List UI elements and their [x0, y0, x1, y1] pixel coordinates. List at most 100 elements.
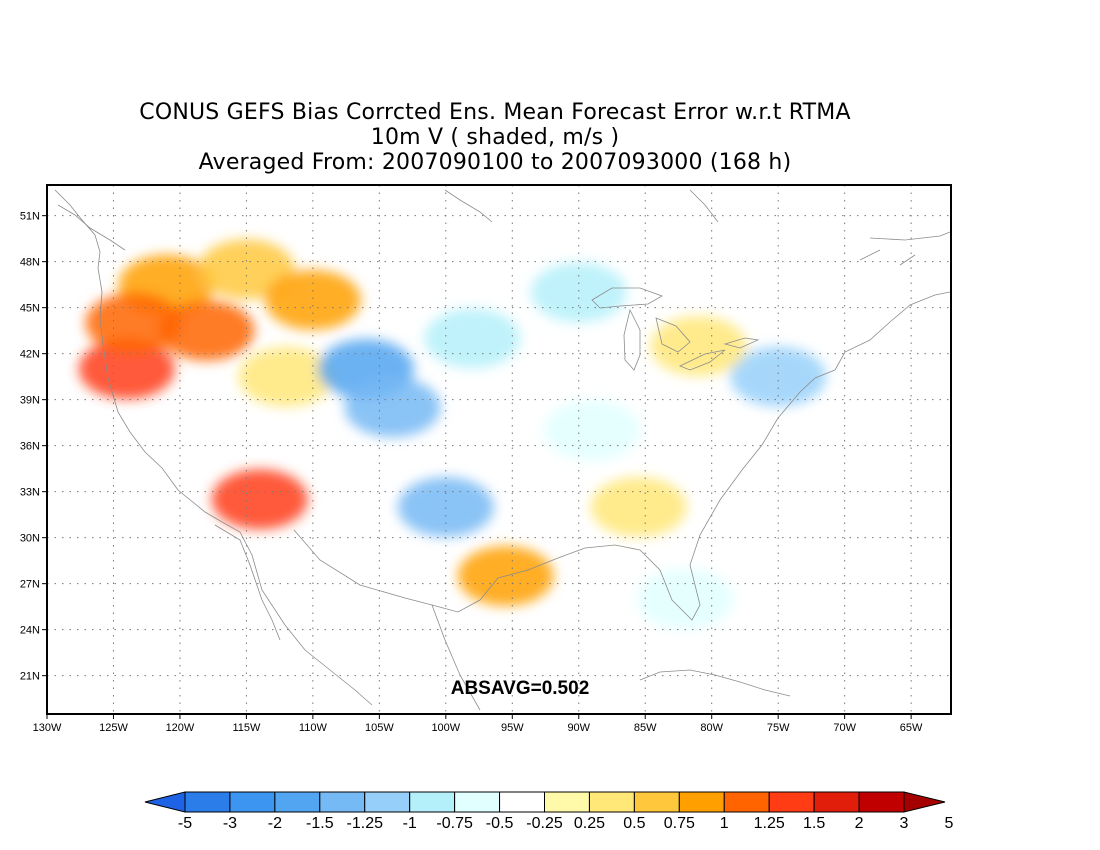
- field-region: [424, 308, 521, 369]
- colorbar-box: [229, 791, 276, 813]
- lon-tick-label: 80W: [700, 722, 723, 734]
- title-line-2: 10m V ( shaded, m/s ): [370, 125, 620, 150]
- field-region: [264, 270, 361, 330]
- colorbar-label: -0.75: [436, 815, 473, 832]
- field-region: [544, 400, 641, 461]
- coastline-bc: [57, 204, 126, 251]
- coastline-baja: [214, 524, 281, 641]
- lon-tick-label: 90W: [567, 722, 590, 734]
- field-region: [344, 377, 441, 438]
- lon-tick-label: 125W: [99, 722, 128, 734]
- lake-superior: [591, 287, 663, 309]
- lon-tick-label: 70W: [833, 722, 856, 734]
- colorbar-label: 3: [900, 815, 909, 832]
- colorbar-label: 1: [720, 815, 729, 832]
- colorbar-low-arrow: [144, 791, 186, 813]
- lon-tick-label: 110W: [299, 722, 328, 734]
- colorbar-label: 0.75: [664, 815, 695, 832]
- colorbar-box: [678, 791, 725, 813]
- title-line-3: Averaged From: 2007090100 to 2007093000 …: [198, 150, 792, 175]
- lon-tick-label: 105W: [365, 722, 394, 734]
- field-region: [158, 300, 255, 361]
- coastline-gulf: [293, 369, 836, 621]
- lon-tick-label: 75W: [767, 722, 790, 734]
- colorbar: -5 -3 -2 -1.5 -1.25 -1 -0.75 -0.5 -0.25 0.25 0.5 0.…: [144, 791, 953, 832]
- coastline-cuba: [639, 669, 791, 697]
- field-region: [78, 339, 175, 399]
- colorbar-label: -3: [223, 815, 237, 832]
- colorbar-box: [364, 791, 411, 813]
- colorbar-box: [723, 791, 770, 813]
- colorbar-box: [588, 791, 635, 813]
- field-region: [650, 316, 747, 376]
- lat-tick-label: 42N: [20, 349, 40, 361]
- map-frame: [46, 184, 952, 715]
- lat-tick-label: 45N: [20, 303, 40, 315]
- colorbar-box: [409, 791, 456, 813]
- colorbar-box: [858, 791, 905, 813]
- coastline-pacific: [54, 189, 373, 706]
- lat-tick-label: 36N: [20, 441, 40, 453]
- colorbar-label: 1.5: [803, 815, 825, 832]
- lat-tick-label: 39N: [20, 395, 40, 407]
- coastline-northeast: [834, 291, 951, 371]
- colorbar-box: [813, 791, 860, 813]
- lake-huron: [655, 317, 691, 353]
- great-lakes-outlines: [591, 287, 760, 371]
- coastline-alaska-panhandle: [444, 189, 719, 223]
- colorbar-box: [544, 791, 590, 813]
- dotted-grid: [47, 185, 951, 714]
- colorbar-label: 1.25: [754, 815, 785, 832]
- field-region: [238, 346, 335, 407]
- lat-tick-label: 27N: [20, 579, 40, 591]
- title-line-1: CONUS GEFS Bias Corrcted Ens. Mean Forec…: [139, 100, 851, 125]
- colorbar-box: [499, 791, 545, 813]
- colorbar-box: [768, 791, 815, 813]
- field-region: [198, 239, 295, 300]
- field-region: [637, 569, 734, 629]
- colorbar-label: -0.5: [486, 815, 514, 832]
- lon-tick-label: 115W: [232, 722, 261, 734]
- colorbar-label: -1.25: [347, 815, 384, 832]
- lat-tick-label: 21N: [20, 671, 40, 683]
- lon-tick-label: 85W: [634, 722, 657, 734]
- absavg-annotation: ABSAVG=0.502: [451, 678, 590, 699]
- colorbar-box: [454, 791, 501, 813]
- shaded-field: [78, 239, 827, 629]
- longitude-tick-labels: 130W 125W 120W 115W 110W 105W 100W 95W 90W 85W 80W…: [33, 714, 923, 734]
- colorbar-box: [184, 791, 231, 813]
- coastline-outlines: [54, 189, 951, 711]
- coastline-canada-north: [859, 231, 951, 266]
- lake-ontario: [723, 337, 760, 349]
- field-region: [730, 346, 827, 407]
- colorbar-label: 2: [855, 815, 864, 832]
- map-plot-area: [47, 185, 951, 714]
- field-region: [211, 469, 308, 530]
- field-region: [590, 477, 687, 537]
- colorbar-label: -1.5: [306, 815, 334, 832]
- colorbar-label: 0.5: [623, 815, 645, 832]
- colorbar-label: 5: [944, 815, 953, 832]
- lat-tick-label: 51N: [20, 211, 40, 223]
- plot-title: CONUS GEFS Bias Corrcted Ens. Mean Forec…: [0, 100, 990, 175]
- lon-tick-label: 130W: [33, 722, 62, 734]
- coastline-mexico-east: [431, 604, 481, 711]
- lon-tick-label: 65W: [900, 722, 923, 734]
- colorbar-box: [319, 791, 366, 813]
- colorbar-label: -0.25: [526, 815, 563, 832]
- lon-tick-label: 100W: [431, 722, 460, 734]
- field-region: [85, 293, 182, 353]
- field-region: [397, 477, 494, 537]
- colorbar-high-arrow: [903, 791, 946, 813]
- colorbar-label: -2: [268, 815, 282, 832]
- field-blobs: [78, 239, 827, 629]
- lon-tick-label: 95W: [501, 722, 524, 734]
- colorbar-label: 0.25: [574, 815, 605, 832]
- colorbar-box: [274, 791, 321, 813]
- lake-erie: [679, 349, 726, 371]
- colorbar-box: [633, 791, 680, 813]
- colorbar-label: -5: [178, 815, 192, 832]
- lon-tick-label: 120W: [166, 722, 195, 734]
- lat-tick-label: 33N: [20, 487, 40, 499]
- latitude-tick-labels: 51N 48N 45N 42N 39N 36N 33N 30N 27N 24N 21N: [20, 211, 47, 683]
